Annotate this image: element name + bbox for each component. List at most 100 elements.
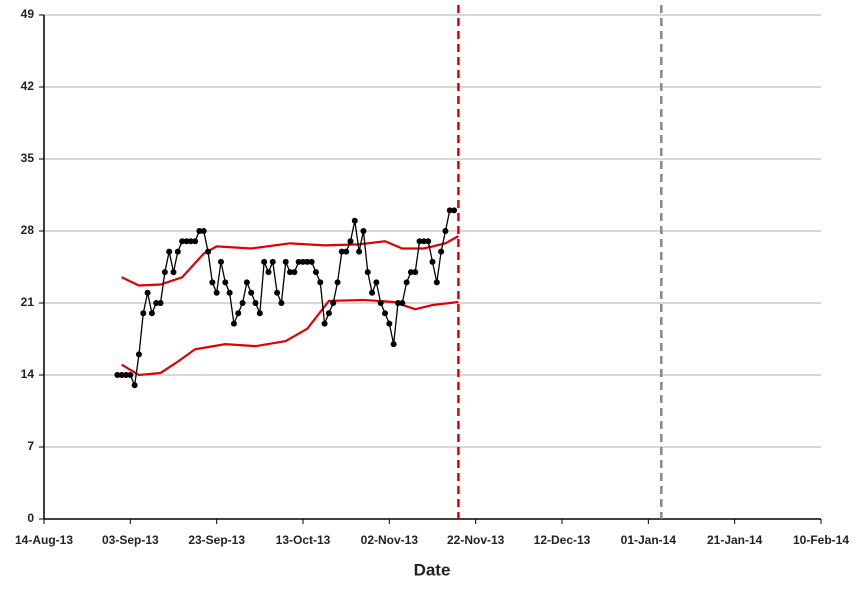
data-point (347, 238, 354, 245)
data-point (217, 258, 224, 265)
data-point (183, 238, 190, 245)
data-point (274, 289, 281, 296)
data-point (174, 248, 181, 255)
data-point (230, 320, 237, 327)
y-tick-label: 21 (21, 295, 35, 309)
y-tick-label: 42 (21, 79, 35, 93)
data-point (429, 258, 436, 265)
data-point (269, 258, 276, 265)
data-point (166, 248, 173, 255)
data-point (135, 351, 142, 358)
data-point (287, 269, 294, 276)
data-point (153, 300, 160, 306)
series-line (121, 298, 459, 377)
data-point (179, 238, 186, 245)
data-point (239, 300, 246, 306)
data-point (205, 248, 212, 255)
data-point (334, 279, 341, 286)
data-point (403, 279, 410, 286)
data-point (382, 310, 389, 317)
data-point (252, 300, 259, 306)
data-point (308, 258, 315, 265)
data-point (291, 269, 298, 276)
data-point (442, 228, 449, 234)
data-point (317, 279, 324, 286)
y-tick-label: 49 (21, 7, 35, 21)
data-point (321, 320, 328, 327)
x-tick-label: 03-Sep-13 (102, 533, 159, 547)
data-point (446, 207, 453, 214)
data-point (390, 341, 397, 348)
data-point (330, 300, 337, 306)
data-point (261, 258, 268, 265)
data-point (451, 207, 458, 214)
data-point (196, 228, 203, 234)
data-point (131, 382, 138, 389)
x-tick-label: 23-Sep-13 (188, 533, 245, 547)
data-point (351, 217, 358, 224)
data-point (118, 372, 125, 378)
data-point (157, 300, 164, 306)
series-line (121, 235, 459, 287)
data-point (200, 228, 207, 234)
x-axis-title: Date (414, 560, 451, 579)
x-tick-label: 14-Aug-13 (15, 533, 73, 547)
y-tick-label: 14 (21, 367, 35, 381)
data-point (407, 269, 414, 276)
data-point (356, 248, 363, 255)
y-tick-label: 7 (27, 439, 34, 453)
data-point (295, 258, 302, 265)
data-point (386, 320, 393, 327)
data-point (187, 238, 194, 245)
data-point (127, 372, 134, 378)
x-tick-label: 21-Jan-14 (707, 533, 763, 547)
x-tick-label: 12-Dec-13 (534, 533, 591, 547)
data-point (394, 300, 401, 306)
x-tick-label: 01-Jan-14 (621, 533, 677, 547)
data-point (213, 289, 220, 296)
data-point (412, 269, 419, 276)
data-point (300, 258, 306, 265)
data-point (364, 269, 371, 276)
data-point (369, 289, 376, 296)
y-tick-label: 28 (21, 223, 35, 237)
data-point (161, 269, 168, 276)
data-point (248, 289, 255, 296)
data-point (170, 269, 177, 276)
data-point (343, 248, 350, 255)
data-point (148, 310, 155, 317)
y-tick-label: 0 (27, 511, 34, 525)
data-point (304, 258, 311, 265)
x-tick-label: 10-Feb-14 (793, 533, 849, 547)
x-tick-label: 22-Nov-13 (447, 533, 505, 547)
data-point (420, 238, 427, 245)
series-line (117, 209, 455, 388)
data-point (433, 279, 440, 286)
data-point (438, 248, 445, 255)
data-point (312, 269, 319, 276)
data-point (123, 372, 130, 378)
data-point (144, 289, 151, 296)
data-point (325, 310, 332, 317)
x-tick-label: 02-Nov-13 (361, 533, 419, 547)
data-point (243, 279, 250, 286)
data-point (265, 269, 272, 276)
data-point (377, 300, 384, 306)
data-point (338, 248, 345, 255)
data-point (114, 372, 121, 378)
x-tick-label: 13-Oct-13 (276, 533, 331, 547)
y-tick-label: 35 (21, 151, 35, 165)
data-point (399, 300, 406, 306)
data-point (226, 289, 233, 296)
data-point (425, 238, 432, 245)
data-point (416, 238, 423, 245)
data-point (360, 228, 367, 234)
data-point (222, 279, 229, 286)
data-point (278, 300, 285, 306)
data-point (192, 238, 199, 245)
data-point (256, 310, 263, 317)
data-point (373, 279, 380, 286)
data-point (282, 258, 289, 265)
